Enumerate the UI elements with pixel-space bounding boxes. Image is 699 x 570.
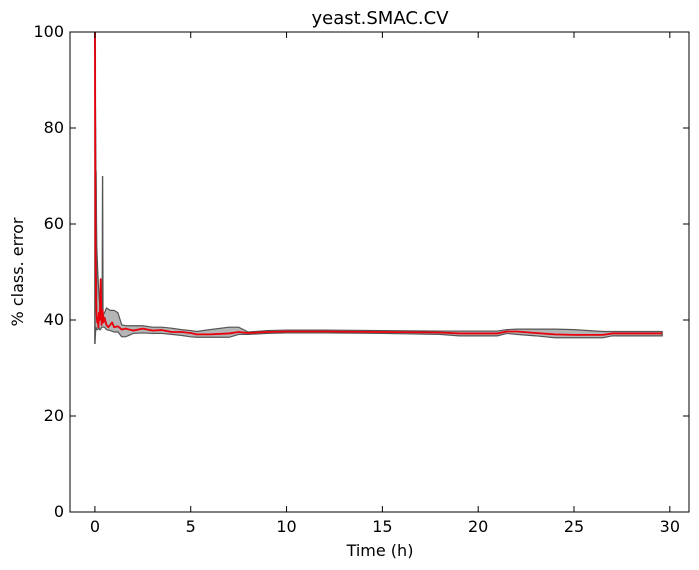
band-layer [94, 31, 663, 345]
chart-title: yeast.SMAC.CV [311, 8, 449, 29]
x-tick-label: 15 [372, 517, 392, 536]
mean-line [94, 31, 663, 336]
x-tick-label: 20 [468, 517, 488, 536]
x-tick-label: 25 [564, 517, 584, 536]
y-tick-label: 40 [44, 310, 64, 329]
x-axis-label: Time (h) [346, 541, 414, 560]
y-tick-label: 100 [33, 22, 64, 41]
y-axis: 0 20 40 60 80 100 [33, 22, 689, 521]
y-tick-label: 80 [44, 118, 64, 137]
y-axis-label: % class. error [8, 217, 27, 326]
y-tick-label: 60 [44, 214, 64, 233]
x-axis: 0 5 10 15 20 25 30 [90, 32, 680, 536]
x-tick-label: 0 [90, 517, 100, 536]
x-tick-label: 30 [660, 517, 680, 536]
plot-frame [69, 31, 690, 513]
mean-layer [94, 31, 663, 336]
x-tick-label: 10 [276, 517, 296, 536]
y-tick-label: 0 [54, 502, 64, 521]
run-line [101, 175, 104, 321]
y-tick-label: 20 [44, 406, 64, 425]
band-area [94, 31, 663, 345]
x-tick-label: 5 [186, 517, 196, 536]
